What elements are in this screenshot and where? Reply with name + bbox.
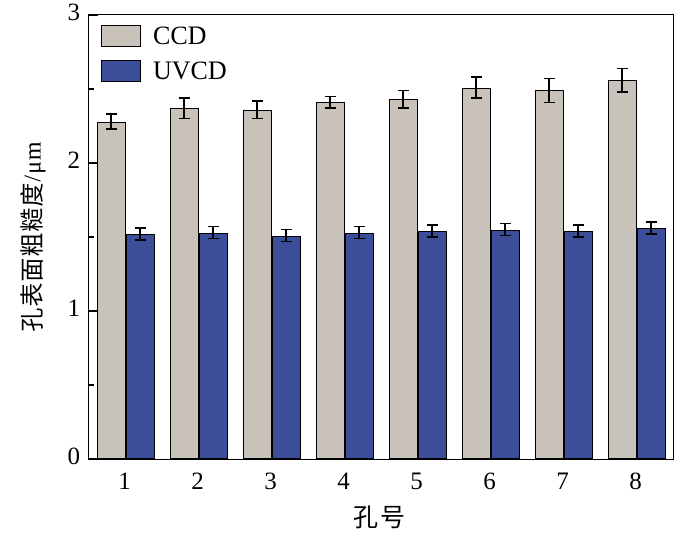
error-bar-cap — [470, 76, 482, 78]
y-minor-tick — [89, 88, 94, 90]
error-bar-cap — [499, 234, 511, 237]
x-tick-label: 3 — [264, 468, 277, 495]
error-bar-cap — [105, 113, 117, 115]
legend-swatch-uvcd — [101, 60, 141, 82]
error-bar-cap — [324, 107, 336, 109]
legend: CCD UVCD — [101, 23, 227, 84]
bar-ccd-2 — [169, 108, 199, 459]
error-bar-cap — [280, 228, 292, 231]
error-bar-cap — [207, 225, 219, 228]
y-tick-label: 3 — [67, 0, 81, 26]
error-bar-cap — [178, 97, 190, 99]
error-bar-cap — [397, 89, 409, 92]
bar-uvcd-5 — [417, 231, 447, 459]
error-bar-cap — [499, 222, 511, 225]
error-bar — [650, 222, 652, 235]
error-bar — [329, 96, 331, 109]
error-bar-cap — [572, 236, 584, 238]
x-axis-label: 孔号 — [352, 505, 408, 532]
bar-ccd-4 — [315, 102, 345, 459]
error-bar — [358, 226, 360, 239]
y-major-tick — [89, 14, 98, 16]
legend-swatch-ccd — [101, 25, 141, 47]
bar-ccd-5 — [388, 99, 418, 459]
error-bar-cap — [426, 224, 438, 226]
error-bar — [577, 225, 579, 237]
y-minor-tick — [89, 384, 94, 386]
bar-uvcd-4 — [344, 232, 374, 459]
x-tick-label: 6 — [483, 468, 496, 495]
bar-ccd-6 — [461, 87, 491, 459]
x-tick-label: 8 — [629, 468, 642, 495]
error-bar-cap — [353, 225, 365, 228]
error-bar — [475, 77, 477, 98]
legend-item-ccd: CCD — [101, 23, 227, 49]
error-bar-cap — [134, 239, 146, 241]
y-major-tick — [89, 310, 98, 312]
error-bar-cap — [251, 117, 263, 120]
error-bar — [548, 78, 550, 103]
error-bar-cap — [543, 101, 555, 104]
error-bar-cap — [280, 240, 292, 243]
error-bar-cap — [134, 227, 146, 229]
bar-ccd-3 — [242, 109, 272, 459]
legend-item-uvcd: UVCD — [101, 58, 227, 84]
error-bar — [212, 226, 214, 239]
legend-label: UVCD — [153, 56, 227, 85]
x-tick-label: 7 — [556, 468, 569, 495]
error-bar-cap — [616, 67, 628, 70]
bar-uvcd-1 — [125, 234, 155, 459]
bar-uvcd-2 — [198, 232, 228, 459]
y-major-tick — [89, 458, 98, 460]
error-bar — [504, 223, 506, 236]
error-bar-cap — [105, 128, 117, 130]
error-bar-cap — [645, 233, 657, 235]
error-bar — [110, 114, 112, 129]
x-tick-label: 2 — [191, 468, 204, 495]
bar-uvcd-6 — [490, 229, 520, 459]
error-bar-cap — [470, 97, 482, 99]
y-minor-tick — [89, 236, 94, 238]
error-bar — [402, 90, 404, 109]
y-tick-label: 0 — [67, 442, 81, 470]
error-bar-cap — [178, 117, 190, 120]
error-bar — [256, 100, 258, 119]
error-bar — [183, 97, 185, 119]
error-bar-cap — [572, 224, 584, 226]
x-tick-label: 4 — [337, 468, 350, 495]
error-bar-cap — [207, 237, 219, 240]
error-bar-cap — [645, 221, 657, 223]
bar-ccd-7 — [534, 90, 564, 459]
bar-ccd-8 — [607, 80, 637, 459]
x-tick-label: 5 — [410, 468, 423, 495]
x-tick-label: 1 — [118, 468, 131, 495]
bar-ccd-1 — [96, 121, 126, 459]
error-bar-cap — [251, 100, 263, 102]
plot-area: CCD UVCD — [88, 14, 674, 460]
bar-uvcd-3 — [271, 235, 301, 459]
error-bar-cap — [426, 236, 438, 238]
bar-uvcd-7 — [563, 231, 593, 459]
error-bar-cap — [397, 107, 409, 109]
error-bar — [139, 228, 141, 240]
y-tick-label: 2 — [67, 146, 81, 174]
error-bar-cap — [616, 91, 628, 93]
error-bar-cap — [324, 95, 336, 98]
y-tick-label: 1 — [67, 294, 81, 322]
y-major-tick — [89, 162, 98, 164]
bar-uvcd-8 — [636, 228, 666, 459]
error-bar — [621, 68, 623, 92]
error-bar-cap — [543, 77, 555, 80]
error-bar — [285, 229, 287, 242]
error-bar-cap — [353, 237, 365, 240]
legend-label: CCD — [153, 21, 207, 50]
error-bar — [431, 225, 433, 237]
